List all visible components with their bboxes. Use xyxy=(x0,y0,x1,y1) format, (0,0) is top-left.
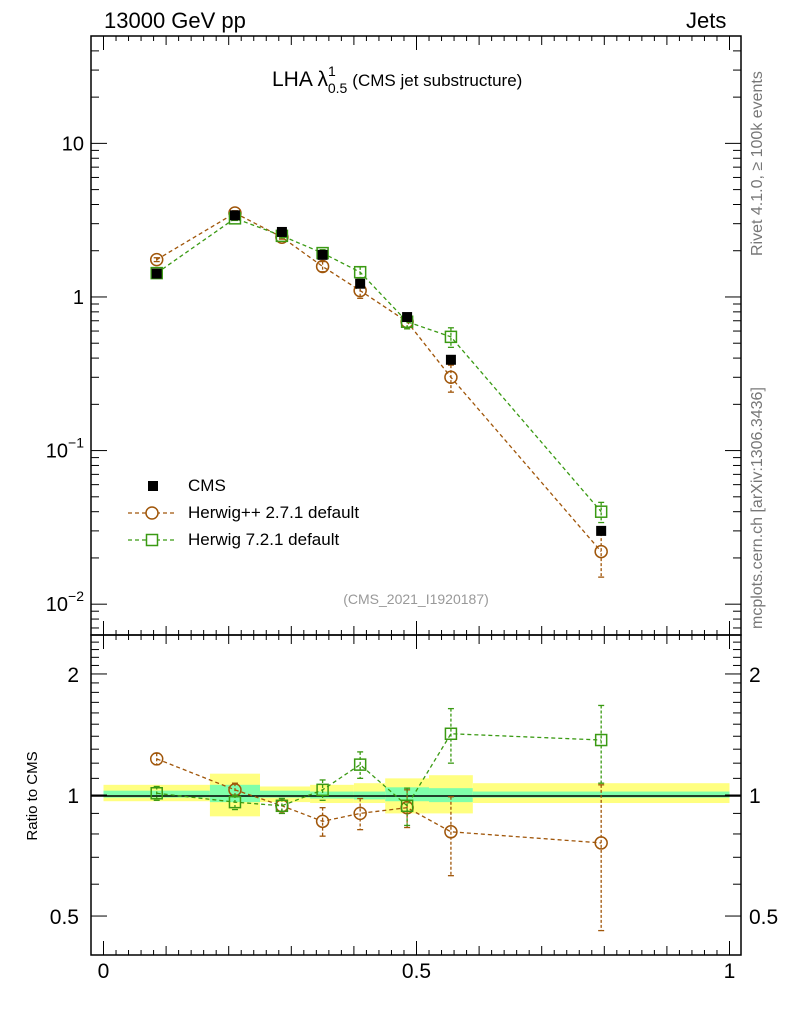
point-cms xyxy=(402,312,413,323)
x-tick-label: 1 xyxy=(724,960,736,983)
y-tick-label-ratio-left: 2 xyxy=(67,664,79,687)
point-cms xyxy=(355,278,366,289)
legend-label-cms: CMS xyxy=(188,476,226,495)
point-cms xyxy=(317,249,328,260)
y-tick-label-ratio-right: 0.5 xyxy=(749,906,778,929)
point-herwig-7-2-1-default xyxy=(353,265,367,279)
ratio-uncertainty-bands xyxy=(103,773,730,817)
analysis-tag: (CMS_2021_I1920187) xyxy=(343,591,489,607)
series-line-herwig-7-2-1-default xyxy=(156,217,602,513)
ratio-point-herwig-7-2-1-default xyxy=(150,787,163,800)
point-cms xyxy=(229,210,240,221)
point-herwig-7-2-1-default xyxy=(150,266,163,280)
legend-label-herwigpp: Herwig++ 2.7.1 default xyxy=(188,503,360,522)
y-tick-label-top: 10−2 xyxy=(46,588,84,616)
point-cms xyxy=(445,354,456,365)
point-herwig-2-7-1-default xyxy=(149,252,164,267)
ratio-point-herwig-2-7-1-default xyxy=(353,806,367,821)
ratio-point-herwig-2-7-1-default xyxy=(444,825,458,839)
point-herwig-2-7-1-default xyxy=(315,259,330,274)
point-herwig-2-7-1-default xyxy=(444,370,458,385)
legend-label-herwig7: Herwig 7.2.1 default xyxy=(188,530,340,549)
y-tick-label-ratio-right: 2 xyxy=(749,664,761,687)
ratio-point-herwig-7-2-1-default xyxy=(275,799,289,813)
y-tick-label-top: 10 xyxy=(62,133,84,155)
ratio-point-herwig-7-2-1-default xyxy=(316,783,329,797)
chart-title-sub: 0.5 xyxy=(328,80,348,96)
top-panel-series xyxy=(149,206,608,578)
ratio-line-herwig-2-7-1-default xyxy=(156,758,602,844)
point-herwig-7-2-1-default xyxy=(594,505,608,518)
header-right: Jets xyxy=(686,8,727,33)
ratio-point-herwig-2-7-1-default xyxy=(594,836,608,850)
chart-title-sup: 1 xyxy=(328,63,336,79)
ratio-y-axis-label: Ratio to CMS xyxy=(24,751,41,840)
ratio-panel-series xyxy=(149,704,608,932)
y-tick-label-ratio-left: 1 xyxy=(67,785,79,808)
chart-title: LHA λ1 0.5 (CMS jet substructure) xyxy=(272,63,522,96)
y-tick-label-top: 10−1 xyxy=(46,435,84,463)
ratio-line-herwig-7-2-1-default xyxy=(156,733,602,807)
axis-tick-labels: 10 1 10−1 10−2 2 2 1 1 0.5 0.5 0 0.5 1 xyxy=(46,133,778,983)
ratio-point-herwig-7-2-1-default xyxy=(594,733,608,747)
legend-item-herwigpp: Herwig++ 2.7.1 default xyxy=(128,501,428,525)
point-cms xyxy=(276,226,287,237)
mcplots-label: mcplots.cern.ch [arXiv:1306.3436] xyxy=(749,387,766,629)
band-green xyxy=(310,791,354,799)
y-tick-label-ratio-left: 0.5 xyxy=(50,906,79,929)
point-cms xyxy=(596,525,607,536)
band-green xyxy=(260,790,311,798)
band-green xyxy=(472,791,730,798)
rivet-version-label: Rivet 4.1.0, ≥ 100k events xyxy=(749,71,766,256)
ratio-point-herwig-7-2-1-default xyxy=(444,727,458,741)
chart-title-note: (CMS jet substructure) xyxy=(352,71,522,90)
y-tick-label-ratio-right: 1 xyxy=(749,785,761,808)
axis-ticks xyxy=(91,35,741,956)
header-left: 13000 GeV pp xyxy=(104,8,246,33)
legend-item-cms: CMS xyxy=(128,474,428,498)
ratio-point-herwig-2-7-1-default xyxy=(149,752,164,766)
point-herwig-2-7-1-default xyxy=(594,544,608,559)
point-cms xyxy=(151,268,162,279)
x-tick-label: 0 xyxy=(98,960,110,983)
ratio-point-herwig-2-7-1-default xyxy=(315,814,330,829)
point-herwig-7-2-1-default xyxy=(444,330,458,344)
band-green xyxy=(429,788,473,803)
legend-item-herwig7: Herwig 7.2.1 default xyxy=(128,528,428,552)
y-tick-label-top: 1 xyxy=(73,287,84,309)
ratio-point-herwig-7-2-1-default xyxy=(228,795,242,809)
series-line-herwig-2-7-1-default xyxy=(156,212,602,553)
ratio-point-herwig-7-2-1-default xyxy=(400,799,414,813)
x-tick-label: 0.5 xyxy=(402,960,431,983)
chart-title-main: LHA λ xyxy=(272,68,329,91)
ratio-point-herwig-7-2-1-default xyxy=(353,758,367,771)
